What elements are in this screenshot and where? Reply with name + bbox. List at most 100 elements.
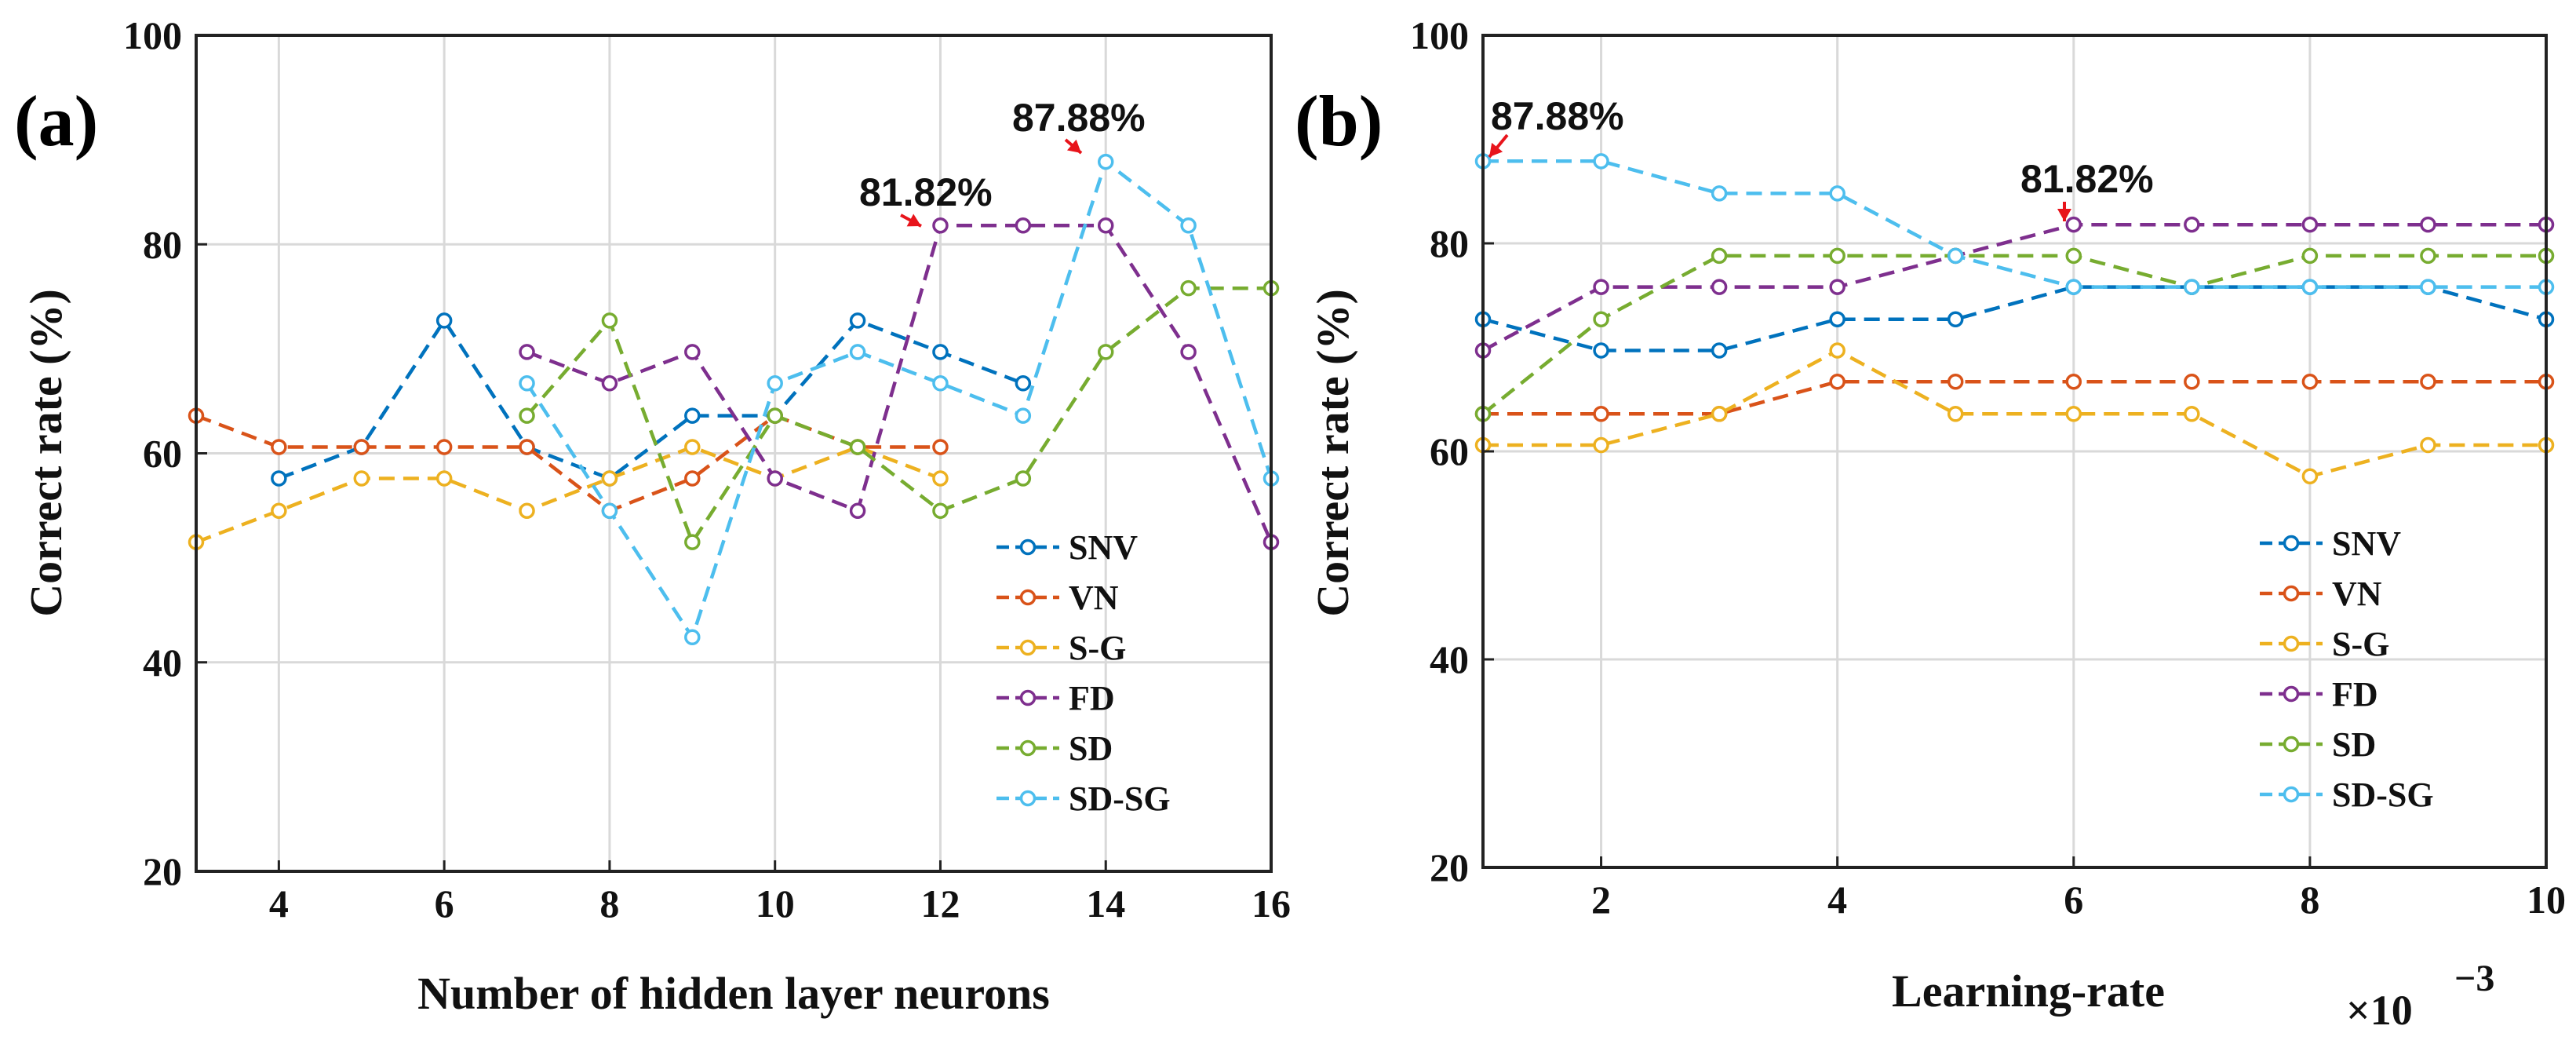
b-annotation-arrowhead: [2057, 209, 2071, 221]
b-data-point-sd-sg: [1593, 153, 1609, 170]
a-data-point-fd: [849, 502, 866, 519]
a-legend-entry-sd-sg: SD-SG: [997, 779, 1171, 818]
b-series-line-snv: [1482, 285, 2547, 352]
panel-b-label: (b): [1295, 81, 1383, 161]
b-data-point-s-g: [1593, 436, 1609, 454]
b-series-s-g: [1474, 342, 2555, 485]
a-series-sd-sg: [519, 153, 1280, 646]
a-data-point-sd-sg: [601, 502, 618, 519]
b-series-line-s-g: [1483, 348, 2546, 479]
a-data-point-fd: [519, 344, 535, 360]
b-legend-marker: [2283, 635, 2300, 652]
a-series-line-sd-sg: [525, 159, 1273, 641]
b-data-point-s-g: [1711, 406, 1728, 422]
a-legend-marker: [1019, 739, 1037, 757]
b-annotation-label: 81.82%: [2020, 157, 2154, 201]
b-data-point-sd-sg: [2065, 279, 2082, 295]
a-data-point-sd-sg: [849, 344, 866, 360]
b-data-point-vn: [2184, 373, 2200, 390]
b-data-point-vn: [1593, 406, 1609, 422]
panel-b-y-axis-label: Correct rate (%): [1307, 289, 1358, 617]
b-legend-label: VN: [2332, 575, 2382, 613]
b-data-point-fd: [1711, 279, 1728, 295]
a-legend-label: VN: [1069, 579, 1119, 617]
panel-a-series: [188, 153, 1280, 646]
a-x-tick-label: 8: [599, 882, 619, 925]
b-legend-entry-sd-sg: SD-SG: [2260, 776, 2434, 814]
a-data-point-sd-sg: [1180, 217, 1197, 234]
a-legend-label: FD: [1069, 679, 1115, 717]
a-data-point-s-g: [435, 470, 453, 487]
a-series-line-s-g: [195, 445, 942, 544]
a-legend-entry-fd: FD: [997, 679, 1115, 717]
b-legend-marker: [2283, 685, 2300, 703]
a-data-point-fd: [1015, 217, 1032, 234]
b-y-tick-label: 60: [1430, 429, 1469, 473]
b-data-point-sd-sg: [2420, 279, 2436, 295]
b-data-point-s-g: [2301, 468, 2319, 485]
a-legend-entry-sd: SD: [997, 729, 1113, 768]
b-y-tick-label: 80: [1430, 221, 1469, 265]
b-x-tick-label: 4: [1827, 878, 1847, 922]
b-data-point-vn: [2065, 373, 2082, 390]
b-data-point-sd: [2065, 247, 2082, 265]
a-data-point-s-g: [601, 470, 618, 487]
a-data-point-vn: [684, 470, 701, 487]
a-y-tick-label: 100: [123, 13, 182, 57]
a-series-fd: [519, 217, 1280, 550]
a-legend-marker: [1019, 589, 1037, 606]
a-data-point-vn: [271, 439, 287, 455]
a-data-point-fd: [1180, 344, 1197, 360]
a-data-point-sd-sg: [684, 629, 701, 646]
b-x-tick-label: 2: [1591, 878, 1611, 922]
a-data-point-sd-sg: [519, 375, 535, 392]
b-data-point-s-g: [1947, 406, 1964, 422]
a-data-point-sd: [1180, 279, 1197, 297]
b-legend-label: S-G: [2332, 625, 2389, 663]
a-data-point-sd-sg: [1097, 153, 1114, 170]
panel-b-gridlines: [1483, 34, 2548, 869]
a-data-point-sd: [932, 502, 949, 519]
panel-a-label: (a): [14, 81, 98, 161]
b-y-tick-label: 100: [1410, 13, 1469, 57]
b-data-point-sd: [2301, 247, 2319, 265]
a-data-point-sd-sg: [932, 375, 949, 392]
a-y-tick-label: 40: [143, 641, 182, 684]
b-data-point-snv: [1711, 342, 1728, 359]
b-legend-label: SNV: [2332, 524, 2401, 563]
a-data-point-s-g: [271, 502, 287, 519]
a-data-point-snv: [684, 407, 701, 424]
b-data-point-s-g: [2184, 406, 2200, 422]
b-data-point-s-g: [2065, 406, 2082, 422]
panel-b-x-multiplier-base: ×10: [2346, 987, 2413, 1034]
a-data-point-snv: [435, 312, 453, 329]
a-data-point-sd-sg: [767, 375, 783, 392]
b-series-line-fd: [1481, 222, 2546, 352]
panel-a-y-axis-label: Correct rate (%): [20, 289, 71, 617]
panel-b-legend: SNV VN S-G FD SD SD-SG: [2260, 524, 2434, 814]
a-data-point-fd: [684, 344, 701, 360]
b-data-point-sd: [2420, 247, 2436, 265]
b-legend-label: SD-SG: [2332, 776, 2434, 814]
panel-a-annotations: 81.82% 87.88%: [859, 96, 1146, 228]
b-data-point-fd: [1829, 279, 1845, 295]
a-annotation-label: 81.82%: [859, 170, 993, 214]
a-x-tick-label: 6: [435, 882, 454, 925]
b-data-point-sd-sg: [1947, 247, 1964, 265]
b-data-point-fd: [2301, 216, 2319, 233]
a-x-tick-label: 12: [920, 882, 960, 925]
b-x-tick-label: 8: [2300, 878, 2319, 922]
a-x-tick-label: 16: [1252, 882, 1291, 925]
a-data-point-sd-sg: [1015, 407, 1032, 424]
a-x-tick-label: 4: [269, 882, 289, 925]
b-series-line-sd: [1481, 254, 2546, 416]
a-x-tick-label: 14: [1086, 882, 1125, 925]
b-legend-entry-s-g: S-G: [2260, 625, 2389, 663]
a-data-point-sd: [767, 407, 783, 424]
b-data-point-snv: [1947, 311, 1964, 327]
b-y-tick-label: 20: [1430, 845, 1469, 889]
a-data-point-vn: [519, 439, 535, 455]
a-data-point-snv: [271, 470, 287, 487]
a-legend-marker: [1019, 639, 1037, 656]
